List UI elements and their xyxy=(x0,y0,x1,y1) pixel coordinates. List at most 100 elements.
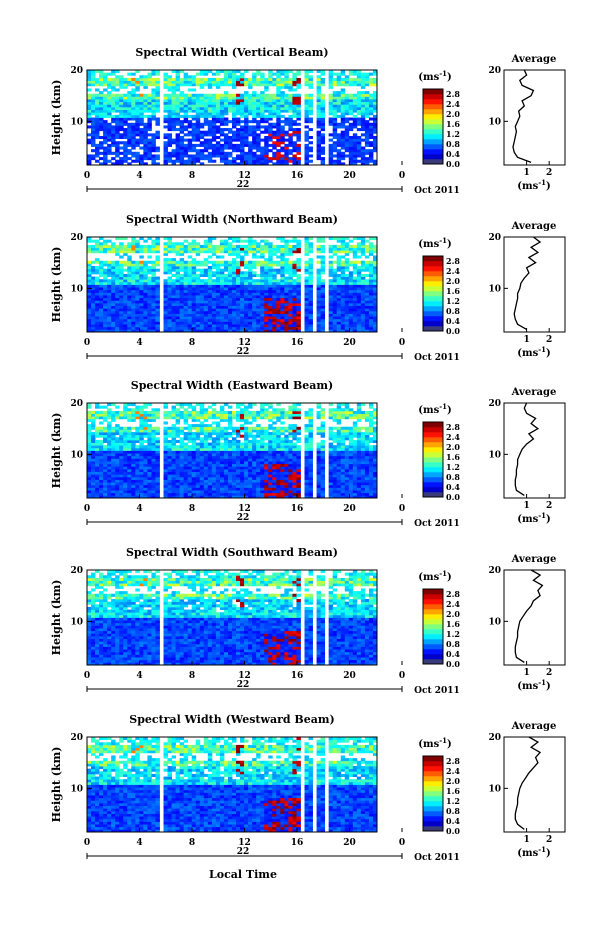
heatmap-cell xyxy=(115,495,120,499)
heatmap-cell xyxy=(87,284,92,288)
heatmap-cell xyxy=(123,237,128,241)
heatmap-cell xyxy=(368,159,374,163)
heatmap-cell xyxy=(95,242,100,246)
heatmap-cell xyxy=(127,300,132,304)
heatmap-cell xyxy=(252,112,257,116)
heatmap-cell xyxy=(95,292,100,296)
heatmap-cell xyxy=(223,93,229,97)
heatmap-cell xyxy=(336,247,342,251)
heatmap-cell xyxy=(368,83,374,87)
heatmap-cell xyxy=(332,122,338,126)
heatmap-cell xyxy=(107,99,112,103)
heatmap-cell xyxy=(103,439,108,443)
heatmap-cell xyxy=(328,138,334,142)
panel-title: Spectral Width (Eastward Beam) xyxy=(131,379,333,392)
heatmap-cell xyxy=(139,310,144,314)
heatmap-cell xyxy=(171,295,177,299)
heatmap-cell xyxy=(183,434,189,438)
heatmap-cell xyxy=(332,117,338,121)
heatmap-cell xyxy=(139,434,144,438)
heatmap-cell xyxy=(360,99,366,103)
heatmap-cell xyxy=(127,91,132,95)
heatmap-cell xyxy=(191,125,197,129)
heatmap-cell xyxy=(99,77,104,81)
heatmap-cell xyxy=(155,416,160,420)
heatmap-cell xyxy=(292,250,297,254)
heatmap-cell xyxy=(328,316,334,320)
heatmap-cell xyxy=(340,276,346,280)
heatmap-cell xyxy=(103,268,108,272)
heatmap-cell xyxy=(260,117,265,121)
heatmap-cell xyxy=(147,292,152,296)
heatmap-cell xyxy=(248,250,253,254)
heatmap-cell xyxy=(95,130,100,134)
heatmap-cell xyxy=(95,133,100,137)
heatmap-cell xyxy=(95,284,100,288)
avg-x-tick-label: 2 xyxy=(546,335,552,345)
heatmap-cell xyxy=(348,292,354,296)
heatmap-cell xyxy=(364,109,370,113)
heatmap-cell xyxy=(183,318,189,322)
heatmap-cell xyxy=(127,83,132,87)
heatmap-cell xyxy=(336,72,342,76)
heatmap-cell xyxy=(352,247,358,251)
heatmap-cell xyxy=(236,295,241,299)
heatmap-cell xyxy=(272,281,277,285)
heatmap-cell xyxy=(131,329,136,333)
heatmap-cell xyxy=(111,482,116,486)
heatmap-cell xyxy=(163,426,168,430)
heatmap-cell xyxy=(147,244,152,248)
heatmap-cell xyxy=(308,326,313,330)
heatmap-cell xyxy=(95,80,100,84)
heatmap-cell xyxy=(211,112,217,116)
heatmap-cell xyxy=(107,484,112,488)
heatmap-cell xyxy=(175,329,181,333)
heatmap-cell xyxy=(328,244,334,248)
heatmap-cell xyxy=(328,289,334,293)
heatmap-cell xyxy=(99,128,104,132)
heatmap-cell xyxy=(296,135,301,140)
heatmap-cell xyxy=(236,149,241,153)
heatmap-cell xyxy=(344,128,350,132)
heatmap-cell xyxy=(352,77,358,81)
heatmap-cell xyxy=(135,318,140,322)
heatmap-cell xyxy=(175,476,181,480)
heatmap-cell xyxy=(115,292,120,296)
heatmap-cell xyxy=(103,495,108,499)
heatmap-cell xyxy=(163,159,168,163)
heatmap-cell xyxy=(179,244,185,248)
heatmap-cell xyxy=(260,130,265,134)
heatmap-cell xyxy=(167,284,172,288)
heatmap-cell xyxy=(191,313,197,317)
y-tick-label: 10 xyxy=(70,284,83,294)
heatmap-cell xyxy=(203,242,209,246)
heatmap-cell xyxy=(195,318,201,322)
heatmap-cell xyxy=(227,263,233,267)
heatmap-cell xyxy=(236,289,241,293)
heatmap-cell xyxy=(344,109,350,113)
heatmap-cell xyxy=(119,260,124,264)
heatmap-cell xyxy=(175,141,181,145)
heatmap-cell xyxy=(356,295,362,299)
heatmap-cell xyxy=(372,162,378,166)
colorbar-unit: (ms-1) xyxy=(418,236,451,250)
heatmap-cell xyxy=(171,461,177,465)
heatmap-cell xyxy=(171,96,177,100)
heatmap-cell xyxy=(183,268,189,272)
heatmap-cell xyxy=(276,289,281,293)
heatmap-cell xyxy=(232,75,237,79)
heatmap-cell xyxy=(368,268,374,272)
heatmap-cell xyxy=(260,284,265,288)
heatmap-cell xyxy=(155,146,160,150)
heatmap-cell xyxy=(304,114,309,118)
heatmap-cell xyxy=(372,305,378,309)
heatmap-cell xyxy=(87,490,92,494)
heatmap-cell xyxy=(147,305,152,309)
heatmap-cell xyxy=(191,162,197,166)
heatmap-cell xyxy=(123,96,128,100)
heatmap-cell xyxy=(372,273,378,277)
heatmap-cell xyxy=(280,329,285,333)
heatmap-cell xyxy=(252,324,257,328)
heatmap-cell xyxy=(143,492,148,496)
heatmap-cell xyxy=(167,260,172,264)
